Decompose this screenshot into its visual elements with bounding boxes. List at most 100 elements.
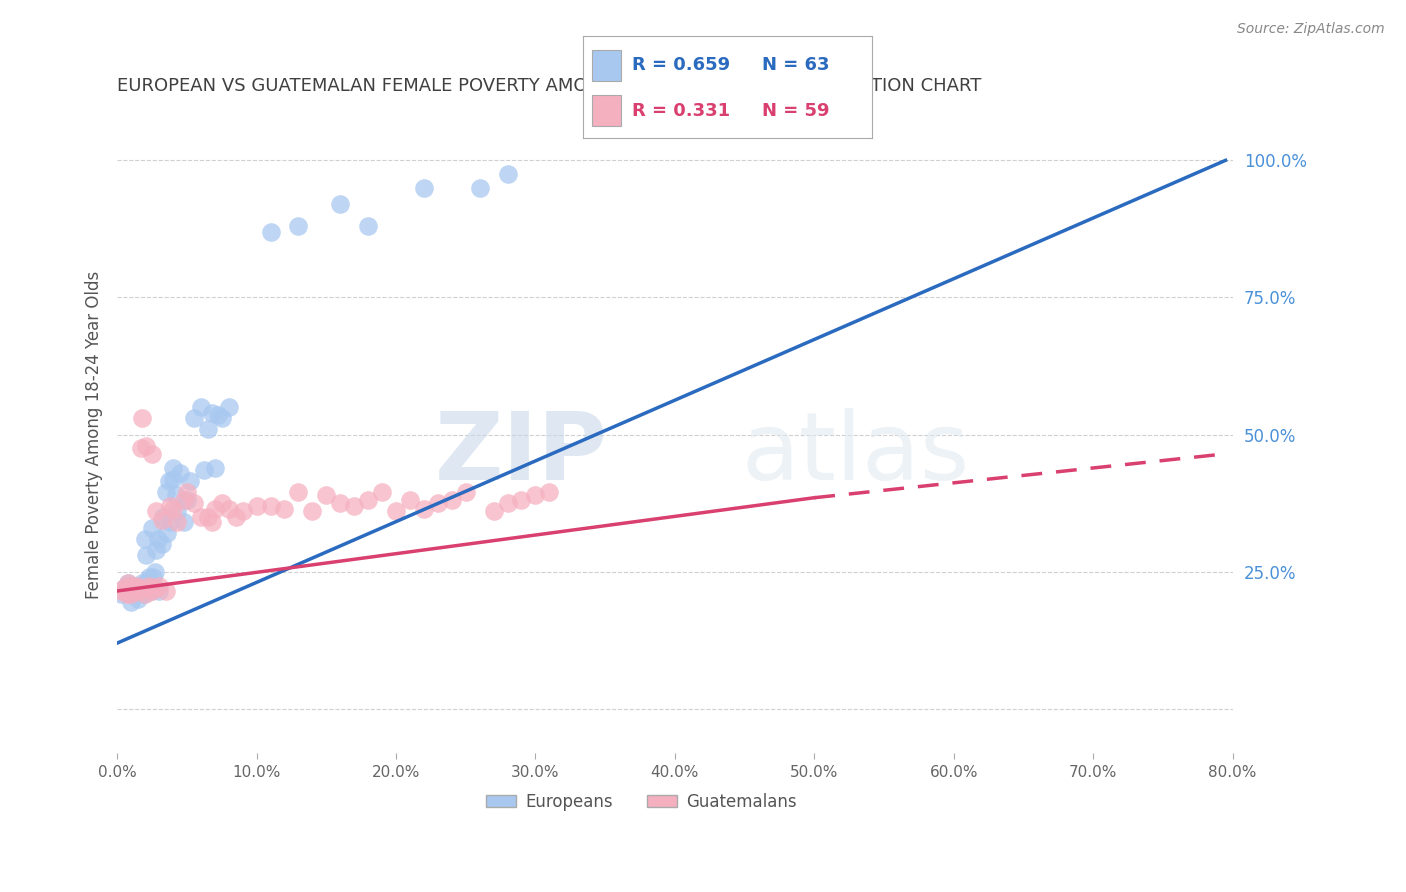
Guatemalans — [125, 578, 148, 592]
Europeans — [162, 460, 184, 475]
Guatemalans — [150, 513, 173, 527]
Text: N = 59: N = 59 — [762, 102, 830, 120]
Europeans — [150, 537, 173, 551]
Europeans — [204, 460, 226, 475]
Guatemalans — [117, 575, 139, 590]
Guatemalans — [134, 587, 156, 601]
Guatemalans — [524, 488, 547, 502]
Europeans — [287, 219, 309, 234]
Guatemalans — [329, 496, 352, 510]
Europeans — [173, 516, 195, 530]
Europeans — [412, 180, 434, 194]
Europeans — [259, 225, 281, 239]
Guatemalans — [315, 488, 337, 502]
Europeans — [357, 219, 380, 234]
Guatemalans — [190, 510, 212, 524]
Europeans — [134, 578, 156, 592]
Europeans — [166, 504, 188, 518]
Guatemalans — [426, 496, 449, 510]
Europeans — [145, 542, 167, 557]
Europeans — [117, 575, 139, 590]
Guatemalans — [343, 499, 366, 513]
Guatemalans — [218, 501, 240, 516]
Europeans — [132, 587, 155, 601]
Guatemalans — [204, 501, 226, 516]
Europeans — [131, 575, 153, 590]
Europeans — [127, 592, 149, 607]
Guatemalans — [510, 493, 533, 508]
Europeans — [148, 584, 170, 599]
Guatemalans — [482, 504, 505, 518]
Guatemalans — [148, 578, 170, 592]
Guatemalans — [301, 504, 323, 518]
Guatemalans — [131, 411, 153, 425]
Europeans — [120, 595, 142, 609]
Guatemalans — [138, 578, 160, 592]
Europeans — [156, 526, 179, 541]
Europeans — [159, 516, 181, 530]
Guatemalans — [412, 501, 434, 516]
Guatemalans — [232, 504, 254, 518]
Europeans — [142, 570, 165, 584]
Guatemalans — [371, 485, 394, 500]
Guatemalans — [176, 485, 198, 500]
Europeans — [110, 587, 132, 601]
Guatemalans — [173, 493, 195, 508]
FancyBboxPatch shape — [592, 95, 621, 126]
Europeans — [179, 475, 201, 489]
Y-axis label: Female Poverty Among 18-24 Year Olds: Female Poverty Among 18-24 Year Olds — [86, 270, 103, 599]
Guatemalans — [120, 578, 142, 592]
Text: Source: ZipAtlas.com: Source: ZipAtlas.com — [1237, 22, 1385, 37]
Europeans — [329, 197, 352, 211]
Europeans — [115, 584, 138, 599]
Europeans — [131, 578, 153, 592]
Europeans — [138, 570, 160, 584]
Guatemalans — [197, 510, 219, 524]
Europeans — [134, 532, 156, 546]
Europeans — [129, 584, 152, 599]
Guatemalans — [162, 501, 184, 516]
Europeans — [218, 401, 240, 415]
Guatemalans — [145, 504, 167, 518]
Guatemalans — [211, 496, 233, 510]
Guatemalans — [124, 584, 146, 599]
Text: R = 0.331: R = 0.331 — [633, 102, 731, 120]
Guatemalans — [136, 581, 159, 595]
Guatemalans — [225, 510, 247, 524]
Text: atlas: atlas — [742, 408, 970, 500]
Guatemalans — [454, 485, 477, 500]
Legend: Europeans, Guatemalans: Europeans, Guatemalans — [479, 787, 804, 818]
Europeans — [136, 573, 159, 587]
Guatemalans — [357, 493, 380, 508]
Europeans — [124, 581, 146, 595]
Europeans — [468, 180, 491, 194]
Guatemalans — [129, 442, 152, 456]
Guatemalans — [440, 493, 463, 508]
FancyBboxPatch shape — [592, 50, 621, 81]
Europeans — [120, 587, 142, 601]
Europeans — [201, 406, 224, 420]
Europeans — [157, 475, 180, 489]
Europeans — [128, 581, 150, 595]
Guatemalans — [155, 584, 177, 599]
Guatemalans — [120, 587, 142, 601]
Guatemalans — [110, 584, 132, 599]
Europeans — [211, 411, 233, 425]
Guatemalans — [287, 485, 309, 500]
Europeans — [165, 488, 187, 502]
Europeans — [141, 521, 163, 535]
Text: EUROPEAN VS GUATEMALAN FEMALE POVERTY AMONG 18-24 YEAR OLDS CORRELATION CHART: EUROPEAN VS GUATEMALAN FEMALE POVERTY AM… — [117, 78, 981, 95]
Guatemalans — [385, 504, 408, 518]
Europeans — [190, 401, 212, 415]
Europeans — [143, 565, 166, 579]
Europeans — [176, 493, 198, 508]
Europeans — [142, 581, 165, 595]
Text: R = 0.659: R = 0.659 — [633, 56, 731, 74]
Guatemalans — [112, 581, 135, 595]
Guatemalans — [141, 447, 163, 461]
Europeans — [155, 485, 177, 500]
Europeans — [193, 463, 215, 477]
Europeans — [139, 584, 162, 599]
Guatemalans — [259, 499, 281, 513]
Europeans — [124, 584, 146, 599]
